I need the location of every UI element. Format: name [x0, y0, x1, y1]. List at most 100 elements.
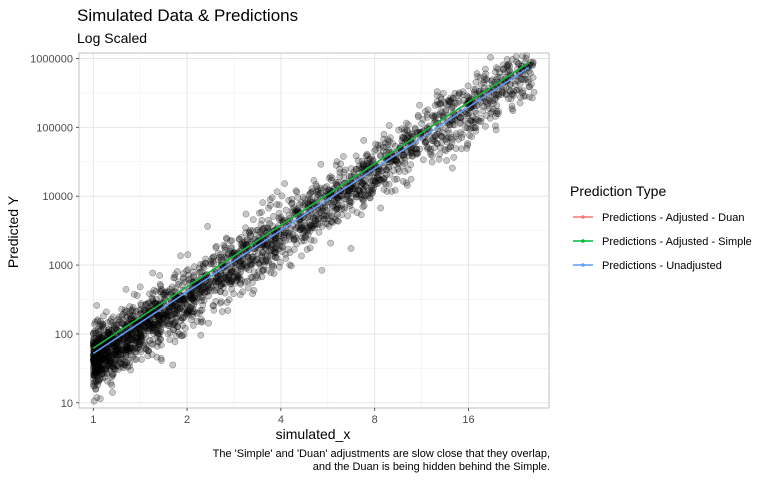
scatter-point: [247, 274, 255, 281]
scatter-point: [179, 315, 187, 322]
scatter-point: [104, 362, 112, 370]
scatter-point: [145, 347, 152, 355]
scatter-point: [481, 76, 488, 84]
scatter-point: [91, 360, 99, 368]
scatter-point: [517, 75, 525, 83]
scatter-point: [223, 234, 230, 242]
scatter-point: [502, 91, 510, 99]
scatter-point: [146, 318, 154, 326]
scatter-point: [356, 187, 364, 195]
scatter-point: [399, 162, 406, 170]
scatter-point: [442, 125, 449, 132]
scatter-point: [369, 186, 376, 194]
scatter-point: [157, 335, 164, 343]
scatter-point: [340, 206, 348, 213]
scatter-point: [267, 269, 275, 277]
scatter-point: [155, 320, 163, 328]
scatter-point: [212, 283, 220, 291]
scatter-point: [293, 240, 300, 248]
scatter-point: [259, 248, 267, 256]
scatter-point: [194, 287, 202, 295]
scatter-point: [142, 301, 149, 309]
scatter-point: [109, 351, 117, 358]
scatter-point: [108, 327, 115, 334]
scatter-point: [106, 360, 113, 367]
scatter-point: [318, 266, 326, 274]
scatter-point: [95, 359, 102, 367]
scatter-point: [225, 278, 233, 285]
scatter-point: [272, 254, 279, 261]
scatter-point: [96, 359, 103, 367]
scatter-point: [483, 75, 490, 83]
legend-label: Predictions - Unadjusted: [602, 260, 722, 272]
scatter-point: [258, 273, 266, 281]
scatter-point: [412, 145, 420, 153]
scatter-point: [388, 158, 396, 165]
scatter-point: [205, 292, 212, 300]
scatter-point: [528, 94, 536, 102]
scatter-point: [118, 346, 126, 354]
scatter-point: [432, 113, 439, 120]
scatter-point: [472, 86, 480, 93]
scatter-point: [463, 92, 471, 100]
scatter-point: [256, 261, 264, 269]
scatter-point: [344, 212, 352, 220]
scatter-point: [309, 188, 316, 195]
scatter-point: [275, 201, 283, 209]
scatter-point: [180, 308, 188, 315]
scatter-point: [142, 333, 150, 341]
scatter-point: [505, 60, 512, 68]
scatter-point: [202, 255, 209, 263]
scatter-point: [90, 369, 98, 376]
scatter-point: [447, 94, 455, 102]
scatter-point: [366, 194, 374, 202]
scatter-point: [267, 247, 275, 255]
scatter-point: [516, 86, 523, 94]
scatter-point: [405, 166, 412, 173]
scatter-point: [352, 152, 360, 160]
scatter-point: [92, 363, 99, 370]
scatter-point: [118, 359, 125, 367]
scatter-point: [358, 179, 366, 187]
scatter-point: [188, 302, 196, 310]
scatter-point: [116, 359, 124, 367]
scatter-point: [109, 389, 116, 396]
scatter-point: [503, 56, 511, 63]
scatter-point: [377, 204, 384, 212]
scatter-point: [246, 233, 254, 241]
scatter-point: [157, 355, 165, 362]
scatter-point: [96, 333, 104, 341]
scatter-point: [153, 343, 161, 350]
scatter-point: [511, 80, 519, 88]
scatter-point: [95, 325, 102, 333]
scatter-point: [220, 274, 227, 282]
scatter-point: [155, 332, 163, 340]
scatter-point: [96, 357, 104, 364]
scatter-point: [508, 102, 516, 110]
scatter-point: [90, 356, 98, 363]
scatter-point: [108, 353, 116, 361]
scatter-point: [103, 346, 111, 354]
scatter-point: [371, 178, 379, 185]
scatter-point: [217, 299, 224, 307]
scatter-point: [180, 314, 188, 321]
scatter-point: [258, 216, 266, 224]
scatter-point: [488, 77, 496, 85]
scatter-point: [237, 268, 245, 276]
scatter-point: [180, 296, 187, 303]
scatter-point: [242, 224, 249, 232]
scatter-point: [222, 273, 230, 281]
scatter-point: [175, 281, 182, 288]
scatter-point: [359, 203, 367, 211]
scatter-point: [122, 286, 130, 293]
scatter-point: [126, 359, 133, 367]
scatter-point: [91, 355, 98, 362]
scatter-point: [327, 173, 334, 180]
scatter-point: [185, 292, 192, 299]
scatter-point: [130, 336, 138, 344]
scatter-point: [97, 365, 105, 372]
scatter-point: [286, 229, 294, 237]
scatter-point: [320, 211, 328, 219]
scatter-point: [245, 266, 253, 274]
scatter-point: [154, 314, 162, 321]
